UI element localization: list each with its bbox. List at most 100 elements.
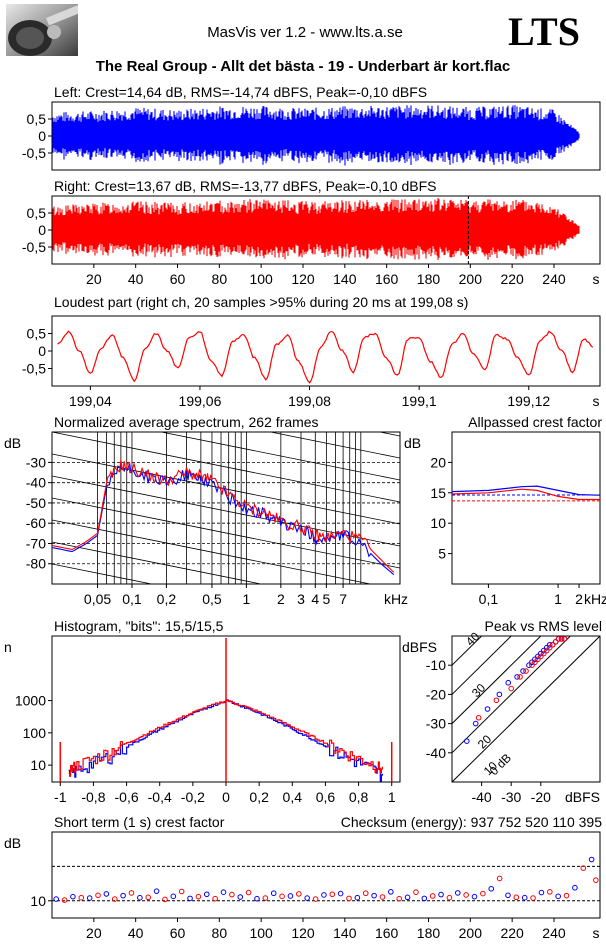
- spectrum-slope-line: [268, 432, 400, 459]
- peak-rms-title: Peak vs RMS level: [485, 618, 602, 634]
- crest-point-0: [371, 892, 377, 899]
- allpassed-ytick-label: 5: [438, 546, 446, 562]
- crest-point-1: [178, 888, 185, 895]
- logo-photo: [6, 4, 81, 56]
- histogram-ytick-label: 100: [23, 725, 47, 741]
- crest-point-0: [86, 895, 93, 901]
- histogram-xtick-label: -0,8: [81, 789, 105, 805]
- crest-point-0: [170, 893, 177, 900]
- allpassed-ytick-label: 20: [430, 454, 446, 470]
- loudest-ytick-label: -0,5: [22, 361, 46, 377]
- allpassed-xtick-label: 2: [575, 591, 583, 607]
- histogram-xtick-label: 0,2: [249, 789, 269, 805]
- right-waveform-xtick-label: 220: [500, 271, 524, 287]
- peak-rms-diagonal: [452, 636, 542, 724]
- peak-rms-point-0: [514, 674, 520, 680]
- crest-xtick-label: 180: [417, 925, 441, 941]
- spectrum-xtick-label: 4: [311, 591, 319, 607]
- crest-point-1: [593, 877, 599, 883]
- crest-xtick-label: 120: [291, 925, 315, 941]
- crest-xtick-label: 220: [500, 925, 524, 941]
- peak-rms-point-1: [475, 714, 482, 721]
- peak-rms-diagonal-label: 20: [475, 732, 495, 752]
- peak-rms-frame: [451, 635, 601, 783]
- peak-rms-point-0: [535, 653, 541, 660]
- crest-point-0: [488, 885, 495, 892]
- loudest-frame: [51, 315, 601, 387]
- peak-rms-point-0: [540, 647, 547, 654]
- crest-xtick-label: 140: [333, 925, 357, 941]
- crest-point-0: [538, 889, 545, 896]
- crest-point-1: [563, 892, 570, 899]
- crest-point-0: [321, 892, 327, 898]
- allpassed-ytick-label: 10: [430, 515, 446, 531]
- allpassed-ylabel: dB: [404, 435, 421, 451]
- histogram-xtick-label: 0: [222, 789, 230, 805]
- loudest-xtick-label: 199,08: [288, 393, 331, 409]
- spectrum-slope-line: [52, 322, 400, 392]
- spectrum-slope-line: [52, 563, 154, 584]
- crest-point-1: [480, 890, 486, 897]
- peak-rms-diagonal: [452, 636, 572, 754]
- spectrum-slope-line: [52, 519, 373, 584]
- right-waveform-x-unit: s: [593, 271, 600, 287]
- peak-rms-point-0: [520, 668, 526, 674]
- crest-x-unit: s: [593, 925, 600, 941]
- peak-rms-ytick-label: -30: [426, 716, 446, 732]
- crest-point-1: [463, 892, 469, 898]
- spectrum-slope-line: [52, 541, 263, 584]
- spectrum-xtick-label: 0,5: [202, 591, 222, 607]
- crest-xtick-label: 80: [212, 925, 228, 941]
- crest-point-1: [262, 895, 269, 901]
- allpassed-frame: [451, 431, 601, 585]
- crest-point-1: [195, 893, 202, 900]
- crest-point-0: [354, 894, 361, 901]
- allpassed-series-0: [451, 485, 601, 496]
- loudest-series-0: [57, 330, 594, 384]
- crest-point-1: [279, 893, 285, 900]
- crest-xtick-label: 160: [375, 925, 399, 941]
- peak-rms-point-1: [540, 650, 547, 657]
- left-waveform-envelope: [52, 105, 580, 166]
- crest-xtick-label: 200: [459, 925, 483, 941]
- spectrum-xtick-label: 7: [339, 591, 347, 607]
- spectrum-series-1: [52, 459, 395, 573]
- peak-rms-point-0: [526, 662, 532, 669]
- crest-point-1: [379, 894, 386, 900]
- crest-point-0: [555, 893, 561, 900]
- left-waveform-ytick-label: 0,5: [27, 111, 47, 127]
- crest-point-0: [572, 884, 578, 891]
- crest-point-0: [421, 895, 428, 902]
- peak-rms-point-0: [546, 641, 553, 648]
- peak-rms-point-1: [549, 641, 556, 648]
- crest-point-0: [388, 889, 394, 895]
- brand-logo-text: LTS: [508, 9, 580, 54]
- loudest-ytick-label: 0: [38, 343, 46, 359]
- histogram-xtick-label: -0,6: [115, 789, 139, 805]
- crest-point-1: [145, 894, 152, 901]
- loudest-xtick-label: 199,12: [507, 393, 550, 409]
- loudest-x-unit: s: [593, 393, 600, 409]
- crest-ytick-label: 10: [30, 893, 46, 909]
- allpassed-x-unit: kHz: [584, 591, 606, 607]
- crest-point-1: [513, 894, 520, 901]
- loudest-xtick-label: 199,1: [402, 393, 437, 409]
- peak-rms-point-1: [532, 659, 538, 666]
- spectrum-xtick-label: 3: [297, 591, 305, 607]
- spectrum-x-unit: kHz: [384, 591, 408, 607]
- peak-rms-point-1: [517, 674, 523, 680]
- crest-point-0: [438, 891, 444, 898]
- peak-rms-point-0: [532, 656, 538, 663]
- histogram-xtick-label: 1: [388, 789, 396, 805]
- crest-point-0: [588, 856, 595, 863]
- crest-point-1: [346, 895, 352, 902]
- peak-rms-xlabel: dBFS: [565, 789, 600, 805]
- histogram-ylabel: n: [4, 639, 12, 655]
- crest-point-0: [120, 892, 126, 899]
- crest-point-1: [362, 890, 369, 897]
- crest-ylabel: dB: [4, 835, 21, 851]
- loudest-title: Loudest part (right ch, 20 samples >95% …: [54, 294, 468, 310]
- right-waveform-ytick-label: -0,5: [22, 239, 46, 255]
- peak-rms-diagonal-label: 40: [463, 629, 483, 649]
